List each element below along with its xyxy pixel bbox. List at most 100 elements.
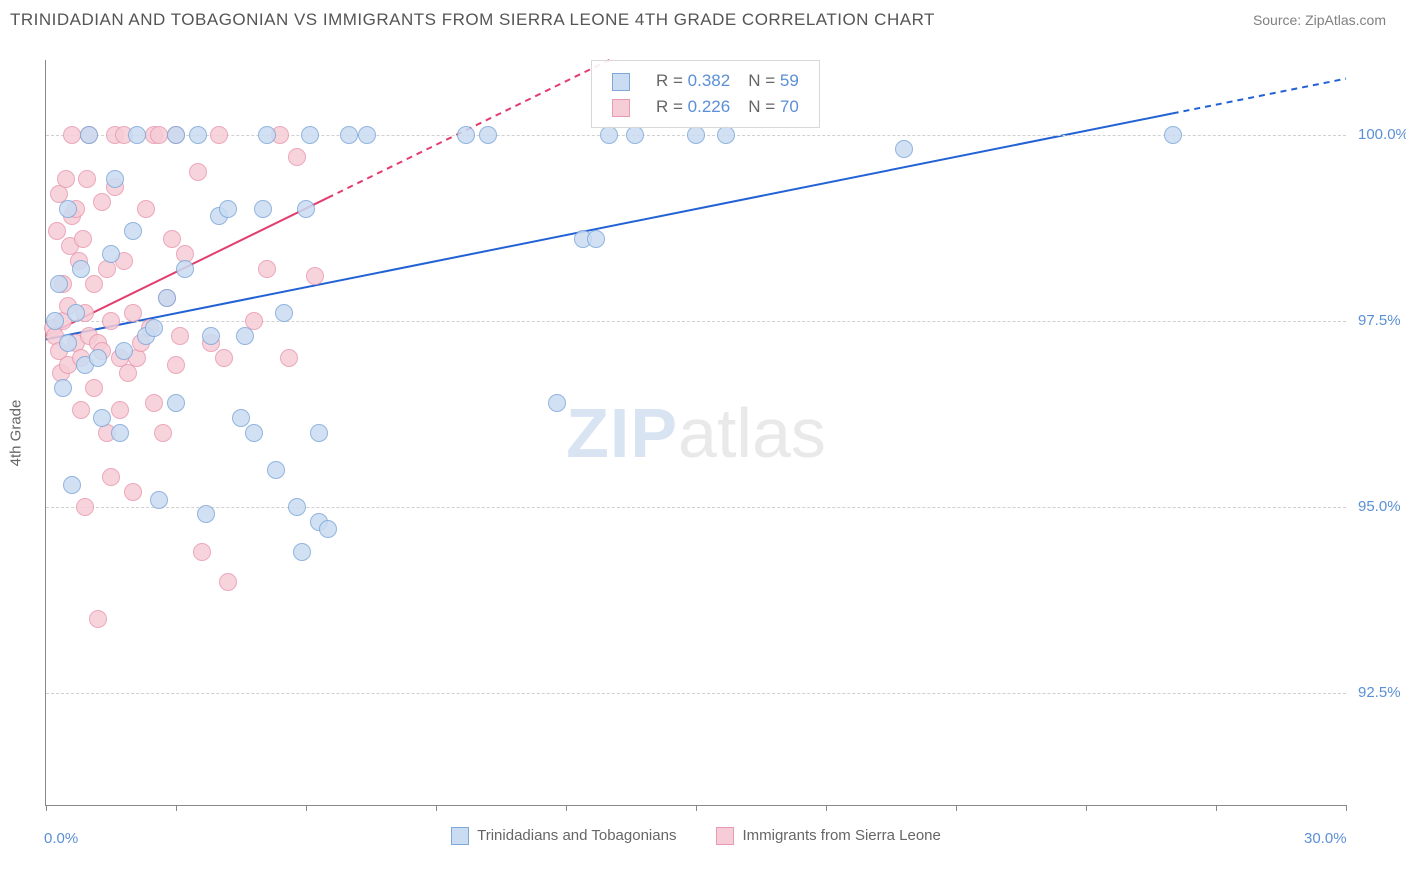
point-series-a bbox=[106, 170, 124, 188]
point-series-a bbox=[67, 304, 85, 322]
watermark: ZIPatlas bbox=[566, 393, 826, 473]
point-series-a bbox=[236, 327, 254, 345]
point-series-a bbox=[189, 126, 207, 144]
point-series-a bbox=[895, 140, 913, 158]
point-series-b bbox=[85, 275, 103, 293]
point-series-b bbox=[85, 379, 103, 397]
point-series-a bbox=[548, 394, 566, 412]
point-series-b bbox=[124, 483, 142, 501]
point-series-b bbox=[280, 349, 298, 367]
legend-swatch bbox=[612, 73, 630, 91]
point-series-a bbox=[267, 461, 285, 479]
point-series-a bbox=[197, 505, 215, 523]
point-series-b bbox=[137, 200, 155, 218]
point-series-a bbox=[479, 126, 497, 144]
watermark-atlas: atlas bbox=[678, 394, 826, 472]
point-series-a bbox=[50, 275, 68, 293]
point-series-b bbox=[306, 267, 324, 285]
point-series-b bbox=[89, 610, 107, 628]
point-series-b bbox=[48, 222, 66, 240]
point-series-a bbox=[301, 126, 319, 144]
legend-swatch bbox=[451, 827, 469, 845]
point-series-b bbox=[189, 163, 207, 181]
x-tick-mark bbox=[956, 805, 957, 811]
point-series-a bbox=[293, 543, 311, 561]
point-series-a bbox=[158, 289, 176, 307]
point-series-a bbox=[80, 126, 98, 144]
point-series-a bbox=[626, 126, 644, 144]
y-tick-label: 100.0% bbox=[1358, 126, 1406, 143]
point-series-a bbox=[687, 126, 705, 144]
trend-line-dashed bbox=[1173, 79, 1346, 114]
point-series-a bbox=[111, 424, 129, 442]
point-series-a bbox=[310, 424, 328, 442]
point-series-a bbox=[63, 476, 81, 494]
source-label: Source: ZipAtlas.com bbox=[1253, 12, 1386, 28]
gridline-h bbox=[46, 507, 1346, 508]
point-series-a bbox=[340, 126, 358, 144]
point-series-a bbox=[54, 379, 72, 397]
x-tick-mark bbox=[1086, 805, 1087, 811]
x-tick-mark bbox=[1216, 805, 1217, 811]
point-series-b bbox=[124, 304, 142, 322]
gridline-h bbox=[46, 693, 1346, 694]
y-tick-label: 92.5% bbox=[1358, 684, 1401, 701]
point-series-a bbox=[1164, 126, 1182, 144]
point-series-a bbox=[254, 200, 272, 218]
point-series-b bbox=[288, 148, 306, 166]
point-series-b bbox=[163, 230, 181, 248]
source-link[interactable]: ZipAtlas.com bbox=[1305, 12, 1386, 28]
point-series-b bbox=[215, 349, 233, 367]
point-series-b bbox=[74, 230, 92, 248]
scatter-plot-area: 4th Grade ZIPatlas Trinidadians and Toba… bbox=[45, 60, 1346, 806]
point-series-a bbox=[150, 491, 168, 509]
point-series-a bbox=[219, 200, 237, 218]
r-label: R = 0.226 bbox=[648, 95, 738, 119]
point-series-b bbox=[171, 327, 189, 345]
y-axis-label: 4th Grade bbox=[8, 399, 25, 466]
point-series-b bbox=[150, 126, 168, 144]
point-series-a bbox=[124, 222, 142, 240]
y-tick-label: 97.5% bbox=[1358, 312, 1401, 329]
x-tick-mark bbox=[826, 805, 827, 811]
point-series-a bbox=[46, 312, 64, 330]
n-label: N = 59 bbox=[740, 69, 807, 93]
point-series-b bbox=[219, 573, 237, 591]
point-series-b bbox=[193, 543, 211, 561]
x-tick-label: 0.0% bbox=[44, 830, 78, 847]
x-tick-mark bbox=[306, 805, 307, 811]
source-prefix: Source: bbox=[1253, 12, 1305, 28]
x-tick-mark bbox=[436, 805, 437, 811]
point-series-a bbox=[176, 260, 194, 278]
point-series-a bbox=[128, 126, 146, 144]
x-tick-mark bbox=[566, 805, 567, 811]
watermark-zip: ZIP bbox=[566, 394, 678, 472]
legend-label: Immigrants from Sierra Leone bbox=[742, 827, 940, 844]
point-series-b bbox=[111, 401, 129, 419]
legend-swatch bbox=[612, 99, 630, 117]
legend-label: Trinidadians and Tobagonians bbox=[477, 827, 676, 844]
point-series-a bbox=[358, 126, 376, 144]
point-series-a bbox=[587, 230, 605, 248]
r-label: R = 0.382 bbox=[648, 69, 738, 93]
point-series-b bbox=[76, 498, 94, 516]
point-series-a bbox=[297, 200, 315, 218]
point-series-a bbox=[319, 520, 337, 538]
point-series-a bbox=[72, 260, 90, 278]
point-series-a bbox=[275, 304, 293, 322]
point-series-b bbox=[57, 170, 75, 188]
point-series-a bbox=[245, 424, 263, 442]
y-tick-label: 95.0% bbox=[1358, 498, 1401, 515]
point-series-a bbox=[89, 349, 107, 367]
point-series-b bbox=[102, 312, 120, 330]
point-series-a bbox=[288, 498, 306, 516]
legend-item: Immigrants from Sierra Leone bbox=[716, 827, 940, 845]
point-series-a bbox=[457, 126, 475, 144]
legend-bottom: Trinidadians and Tobagonians Immigrants f… bbox=[46, 827, 1346, 845]
point-series-b bbox=[72, 401, 90, 419]
point-series-a bbox=[258, 126, 276, 144]
trend-line bbox=[46, 113, 1173, 339]
point-series-a bbox=[59, 334, 77, 352]
point-series-a bbox=[93, 409, 111, 427]
point-series-a bbox=[717, 126, 735, 144]
